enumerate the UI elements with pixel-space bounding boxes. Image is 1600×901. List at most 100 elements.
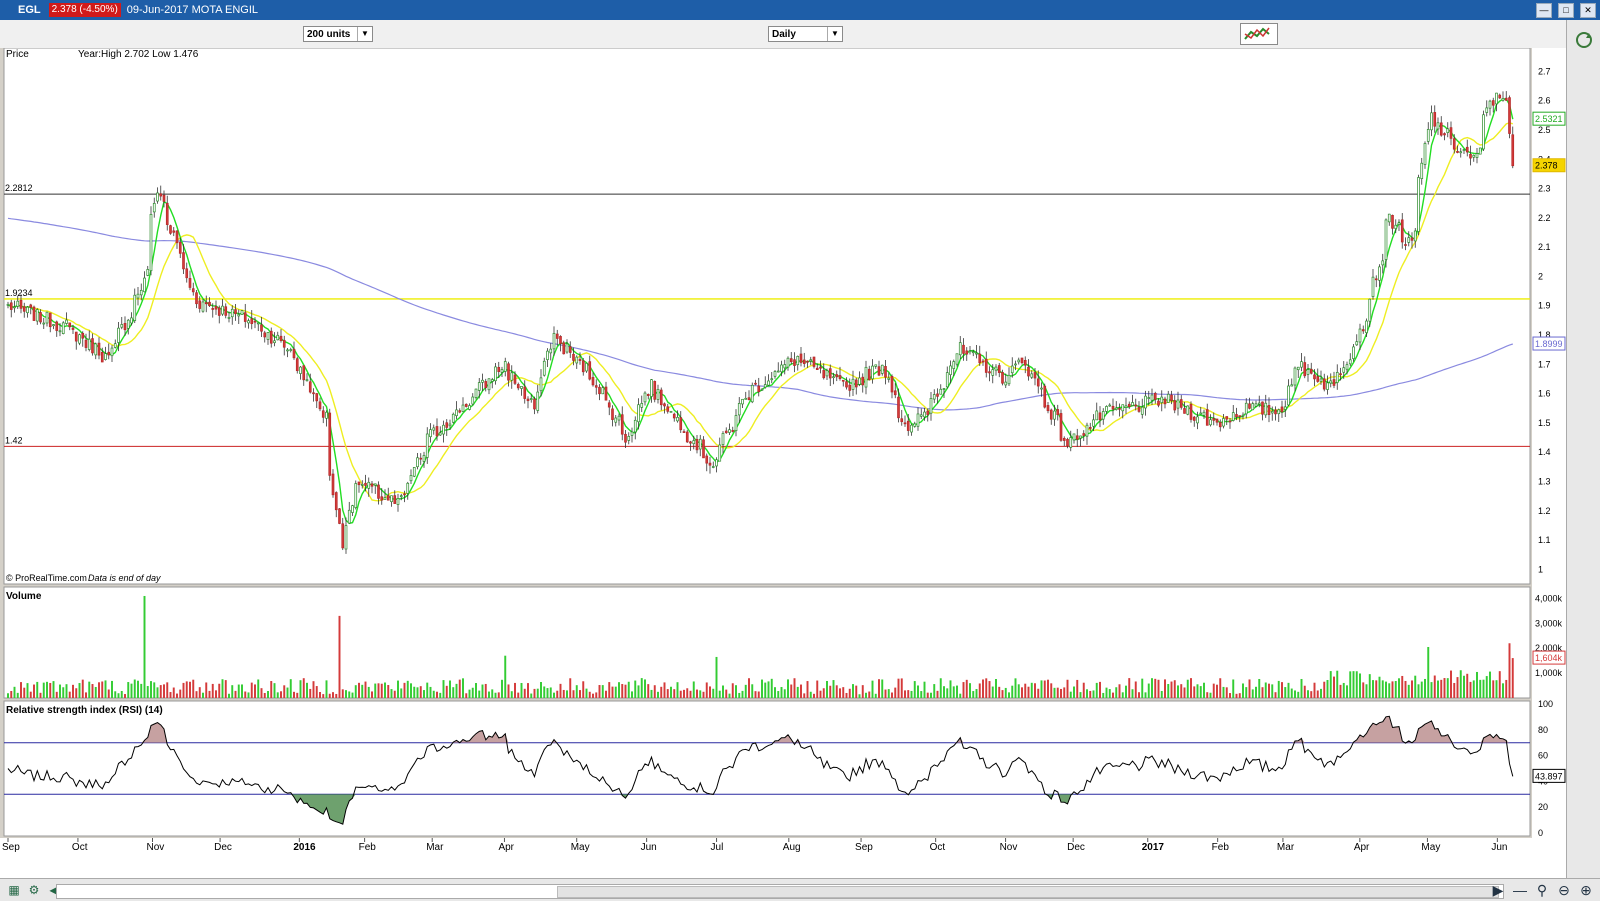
volume-bar: [634, 680, 637, 698]
volume-bar: [699, 690, 702, 698]
volume-bar: [517, 692, 520, 698]
candle-body: [1235, 414, 1238, 418]
zoom-out-icon[interactable]: ⊖: [1558, 882, 1570, 898]
candle: [386, 487, 390, 501]
candle: [273, 332, 276, 347]
chevron-down-icon[interactable]: ▼: [357, 27, 372, 41]
volume-bar: [345, 690, 347, 698]
volume-bar: [507, 684, 510, 698]
candle-body: [1157, 400, 1160, 406]
volume-bar: [1255, 686, 1257, 698]
scroll-right-icon[interactable]: ▶: [1492, 882, 1504, 898]
volume-bar: [647, 684, 650, 698]
volume-bar: [1037, 688, 1040, 698]
candle-body: [1355, 341, 1359, 346]
candle-body: [1199, 412, 1203, 415]
volume-bar: [855, 685, 858, 698]
candle: [578, 352, 582, 365]
candle: [315, 392, 319, 409]
indicators-icon[interactable]: ⚙: [28, 883, 40, 897]
candle: [360, 480, 364, 489]
restore-icon[interactable]: □: [1558, 3, 1574, 18]
horizontal-level-label: 2.2812: [5, 183, 33, 193]
candle-body: [1111, 405, 1115, 410]
volume-bar: [250, 682, 253, 698]
chart-settings-icon[interactable]: ▦: [8, 883, 20, 897]
candle-body: [282, 339, 286, 348]
volume-bar: [1014, 678, 1017, 698]
volume-bar: [1238, 693, 1241, 698]
candle-body: [1426, 129, 1430, 142]
chart-type-button[interactable]: [1240, 23, 1278, 45]
candle-body: [217, 307, 221, 316]
candle: [617, 413, 621, 426]
zoom-in-icon[interactable]: ⊕: [1580, 882, 1592, 898]
price-tick-label: 1: [1538, 564, 1543, 574]
candle: [1248, 397, 1251, 410]
candle-body: [793, 359, 796, 366]
candle: [221, 299, 224, 316]
minimize-icon[interactable]: —: [1536, 3, 1552, 18]
volume-bar: [1164, 679, 1166, 698]
volume-bar: [1030, 682, 1033, 698]
candle-body: [227, 317, 231, 319]
volume-bar: [403, 682, 406, 698]
candle: [994, 364, 998, 376]
candle-body: [321, 410, 325, 418]
volume-bar: [829, 685, 832, 698]
line-chart-icon: [1244, 27, 1270, 40]
candle-body: [1092, 419, 1095, 427]
volume-bar: [965, 679, 968, 698]
volume-bar: [153, 682, 156, 698]
units-select[interactable]: 200 units ▼: [303, 26, 373, 42]
candle: [841, 379, 845, 387]
chevron-down-icon[interactable]: ▼: [827, 27, 842, 41]
candle-body: [1443, 133, 1446, 136]
candle: [588, 355, 592, 381]
candle: [442, 420, 445, 443]
candle-body: [997, 365, 1001, 373]
candle: [659, 387, 663, 411]
volume-bar: [998, 686, 1001, 698]
candle: [923, 407, 926, 421]
candle-body: [744, 397, 748, 400]
scrollbar-thumb[interactable]: [557, 886, 1499, 898]
candle: [815, 363, 819, 370]
chart-area[interactable]: 2.72.62.52.42.32.22.121.91.81.71.61.51.4…: [0, 48, 1566, 878]
candle-body: [711, 466, 715, 468]
candle-body: [1420, 162, 1424, 180]
candle: [1365, 318, 1368, 338]
candle-body: [1270, 411, 1274, 414]
candle: [1251, 401, 1255, 411]
time-scrollbar[interactable]: [56, 884, 1504, 899]
candle-body: [1488, 100, 1492, 109]
candle: [1283, 400, 1287, 418]
candle-body: [1322, 378, 1326, 390]
candle: [1127, 401, 1131, 409]
volume-bar: [68, 691, 71, 698]
symbol-label[interactable]: EGL: [18, 4, 41, 16]
volume-bar: [575, 685, 578, 698]
period-select[interactable]: Daily ▼: [768, 26, 843, 42]
candle: [1436, 117, 1440, 135]
line-icon[interactable]: —: [1513, 882, 1527, 898]
candle: [16, 295, 20, 309]
candle: [1153, 391, 1157, 404]
volume-bar: [556, 690, 559, 698]
candle-body: [1189, 403, 1193, 420]
volume-bar: [572, 690, 575, 698]
volume-bar: [1355, 671, 1358, 698]
candle: [832, 372, 835, 385]
candle-body: [42, 322, 46, 325]
volume-bar: [1092, 690, 1095, 698]
volume-bar: [1430, 682, 1433, 698]
volume-bar: [1219, 678, 1222, 698]
candle-body: [84, 339, 88, 348]
refresh-icon[interactable]: [1567, 26, 1600, 56]
volume-bar: [1066, 679, 1069, 698]
zoom-area-icon[interactable]: ⚲: [1536, 882, 1548, 898]
scroll-left-icon[interactable]: ◀: [49, 883, 59, 897]
close-icon[interactable]: ✕: [1580, 3, 1596, 18]
candle-body: [130, 317, 133, 324]
candle-body: [1501, 98, 1505, 101]
